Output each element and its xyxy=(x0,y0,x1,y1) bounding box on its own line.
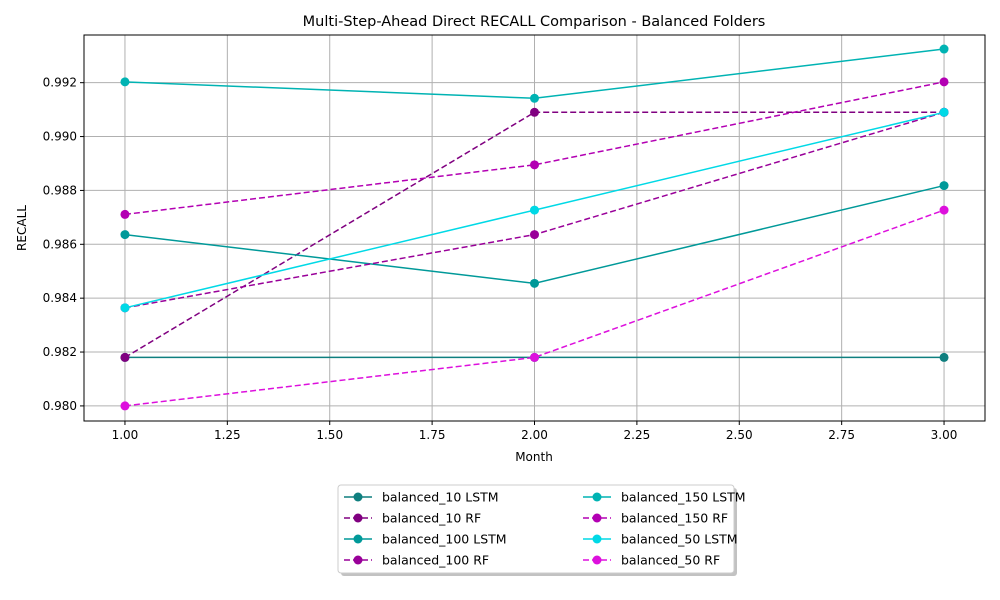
data-point xyxy=(939,107,949,117)
y-tick-label: 0.988 xyxy=(43,183,77,197)
legend-marker xyxy=(592,513,602,523)
legend-box xyxy=(337,484,735,574)
legend-label: balanced_50 LSTM xyxy=(621,532,738,547)
y-tick-label: 0.980 xyxy=(43,399,77,413)
legend-item: balanced_10 LSTM xyxy=(344,490,499,505)
grid-lines xyxy=(84,35,985,421)
x-tick-label: 2.00 xyxy=(521,428,548,442)
legend-label: balanced_10 LSTM xyxy=(382,490,499,505)
x-tick-label: 2.25 xyxy=(624,428,651,442)
x-tick-label: 2.50 xyxy=(726,428,753,442)
data-point xyxy=(120,352,130,362)
legend-marker xyxy=(353,534,363,544)
y-tick-label: 0.986 xyxy=(43,237,77,251)
legend-marker xyxy=(592,555,602,565)
y-axis-label: RECALL xyxy=(15,205,29,251)
chart-title: Multi-Step-Ahead Direct RECALL Compariso… xyxy=(303,14,766,30)
series-balanced-150-lstm xyxy=(120,44,949,103)
data-point xyxy=(120,303,130,313)
legend-marker xyxy=(353,492,363,502)
legend-item: balanced_50 LSTM xyxy=(583,532,738,547)
y-tick-label: 0.990 xyxy=(43,130,77,144)
x-tick-label: 2.75 xyxy=(828,428,855,442)
legend-item: balanced_50 RF xyxy=(583,553,720,568)
data-point xyxy=(939,44,949,54)
data-point xyxy=(530,160,539,170)
series-line xyxy=(124,209,945,407)
series-balanced-100-lstm xyxy=(120,181,949,288)
legend-label: balanced_100 RF xyxy=(382,553,489,568)
legend-item: balanced_100 RF xyxy=(344,553,489,568)
data-point xyxy=(939,352,949,362)
y-tick-label: 0.992 xyxy=(43,76,77,90)
data-point xyxy=(120,77,130,87)
x-tick-label: 1.25 xyxy=(214,428,241,442)
series-line xyxy=(124,81,945,216)
data-point xyxy=(530,107,539,117)
legend-label: balanced_10 RF xyxy=(382,511,481,526)
legend-marker xyxy=(592,492,602,502)
legend-item: balanced_150 LSTM xyxy=(583,490,746,505)
legend-item: balanced_150 RF xyxy=(583,511,728,526)
data-point xyxy=(939,205,949,215)
x-axis-label: Month xyxy=(515,450,553,464)
legend-item: balanced_10 RF xyxy=(344,511,481,526)
legend-label: balanced_100 LSTM xyxy=(382,532,507,547)
data-point xyxy=(530,352,539,362)
data-point xyxy=(530,278,539,288)
data-point xyxy=(530,230,539,240)
data-point xyxy=(939,77,949,87)
legend-marker xyxy=(353,555,363,565)
y-tick-label: 0.982 xyxy=(43,345,77,359)
x-tick-label: 1.00 xyxy=(112,428,139,442)
legend-label: balanced_150 RF xyxy=(621,511,728,526)
data-point xyxy=(530,205,539,215)
y-tick-label: 0.984 xyxy=(43,291,77,305)
axis-ticks: 1.00 1.25 1.50 1.75 2.00 2.25 2.50 2.75 3.00 0.98… xyxy=(43,76,958,442)
data-point xyxy=(120,209,130,219)
data-point xyxy=(939,181,949,191)
series-balanced-50-lstm xyxy=(120,107,949,313)
legend-marker xyxy=(592,534,602,544)
data-point xyxy=(530,93,539,103)
x-tick-label: 3.00 xyxy=(931,428,958,442)
data-point xyxy=(120,230,130,240)
series-balanced-150-rf xyxy=(120,77,949,219)
legend-item: balanced_100 LSTM xyxy=(344,532,507,547)
series-balanced-50-rf xyxy=(120,205,949,411)
series-layer xyxy=(120,44,949,411)
legend-label: balanced_50 RF xyxy=(621,553,720,568)
legend-label: balanced_150 LSTM xyxy=(621,490,746,505)
x-tick-label: 1.50 xyxy=(316,428,343,442)
x-tick-label: 1.75 xyxy=(419,428,446,442)
legend: balanced_10 LSTM balanced_10 RF balanced_1… xyxy=(337,484,746,576)
legend-marker xyxy=(353,513,363,523)
data-point xyxy=(120,401,130,411)
